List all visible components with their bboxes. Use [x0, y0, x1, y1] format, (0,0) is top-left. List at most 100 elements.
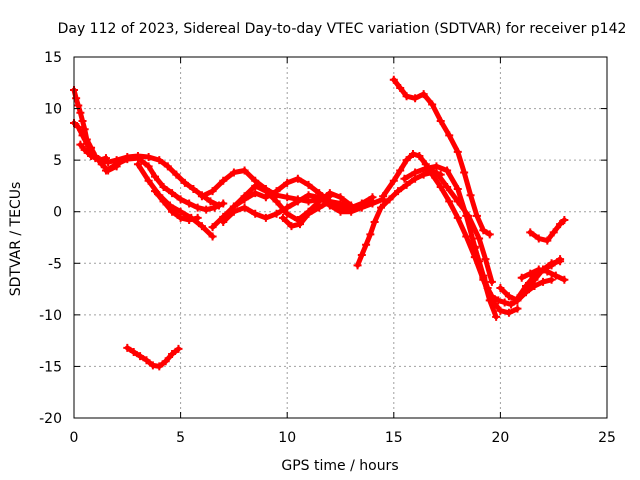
data-point [551, 271, 560, 280]
data-point [436, 116, 445, 125]
data-point [151, 187, 160, 196]
data-point [142, 356, 151, 365]
data-series [70, 75, 569, 371]
data-point [189, 185, 198, 194]
data-point [521, 281, 530, 290]
data-point [402, 180, 411, 189]
data-point [206, 197, 215, 206]
data-point [347, 203, 356, 212]
data-point [389, 75, 398, 84]
x-tick-label: 15 [385, 430, 403, 446]
data-point [251, 189, 260, 198]
data-point [485, 296, 494, 305]
series-arc-14 [379, 149, 522, 317]
data-point [325, 197, 334, 206]
data-point [443, 166, 452, 175]
data-point [402, 156, 411, 165]
x-tick-label: 10 [278, 430, 296, 446]
data-point [453, 197, 462, 206]
data-point [445, 131, 454, 140]
data-point [123, 343, 132, 352]
data-point [144, 162, 153, 171]
data-point [453, 213, 462, 222]
data-point [479, 226, 488, 235]
data-point [353, 261, 362, 270]
data-point [362, 240, 371, 249]
plot-frame [73, 56, 608, 419]
data-point [415, 152, 424, 161]
y-tick-label: -5 [48, 256, 62, 272]
data-point [78, 116, 87, 125]
data-point [210, 203, 219, 212]
data-point [379, 192, 388, 201]
data-point [419, 90, 428, 99]
data-point [208, 187, 217, 196]
data-point [513, 304, 522, 313]
series-line [355, 170, 444, 268]
data-point [78, 131, 87, 140]
x-tick-label: 20 [491, 430, 509, 446]
x-tick-labels: 0 5 10 15 20 25 [70, 430, 616, 446]
data-point [466, 191, 475, 200]
series-arc-3 [76, 140, 223, 210]
data-point [357, 199, 366, 208]
data-point [496, 306, 505, 315]
chart-title: Day 112 of 2023, Sidereal Day-to-day VTE… [58, 21, 627, 37]
data-point [208, 223, 217, 232]
data-point [76, 140, 85, 149]
y-tick-labels: -20 -15 -10 -5 0 5 10 15 [39, 50, 62, 427]
data-point [185, 199, 194, 208]
data-point [304, 191, 313, 200]
data-point [176, 213, 185, 222]
data-point [155, 362, 164, 371]
data-point [547, 261, 556, 270]
data-point [287, 222, 296, 231]
data-point [411, 94, 420, 103]
data-point [400, 174, 409, 183]
data-point [396, 166, 405, 175]
data-point [229, 202, 238, 211]
data-point [278, 213, 287, 222]
data-point [526, 228, 535, 237]
data-point [159, 197, 168, 206]
data-point [161, 357, 170, 366]
data-point [475, 234, 484, 243]
data-point [315, 203, 324, 212]
data-point [408, 149, 417, 158]
series-arc-21 [526, 215, 569, 245]
series-arc-12 [278, 193, 377, 231]
data-point [144, 153, 153, 162]
data-point [155, 156, 164, 165]
x-tick-label: 25 [598, 430, 616, 446]
data-point [104, 158, 113, 167]
data-point [462, 232, 471, 241]
y-tick-label: 15 [44, 50, 62, 66]
data-point [419, 170, 428, 179]
data-point [485, 230, 494, 239]
axis-ticks [73, 56, 608, 419]
data-point [470, 243, 479, 252]
data-point [283, 178, 292, 187]
data-point [136, 352, 145, 361]
data-point [240, 203, 249, 212]
data-point [185, 215, 194, 224]
data-point [560, 215, 569, 224]
data-point [176, 195, 185, 204]
data-point [229, 168, 238, 177]
data-point [72, 94, 81, 103]
y-tick-label: -20 [39, 411, 62, 427]
data-point [304, 180, 313, 189]
data-point [315, 189, 324, 198]
y-tick-label: 10 [44, 102, 62, 118]
data-point [494, 296, 503, 305]
data-point [193, 203, 202, 212]
series-arc-17 [421, 164, 496, 286]
data-point [556, 255, 565, 264]
data-point [293, 197, 302, 206]
data-point [492, 312, 501, 321]
series-arc-22 [517, 265, 569, 284]
series-line [280, 194, 375, 229]
data-point [240, 166, 249, 175]
series-arc-6 [123, 343, 183, 371]
data-point [547, 275, 556, 284]
